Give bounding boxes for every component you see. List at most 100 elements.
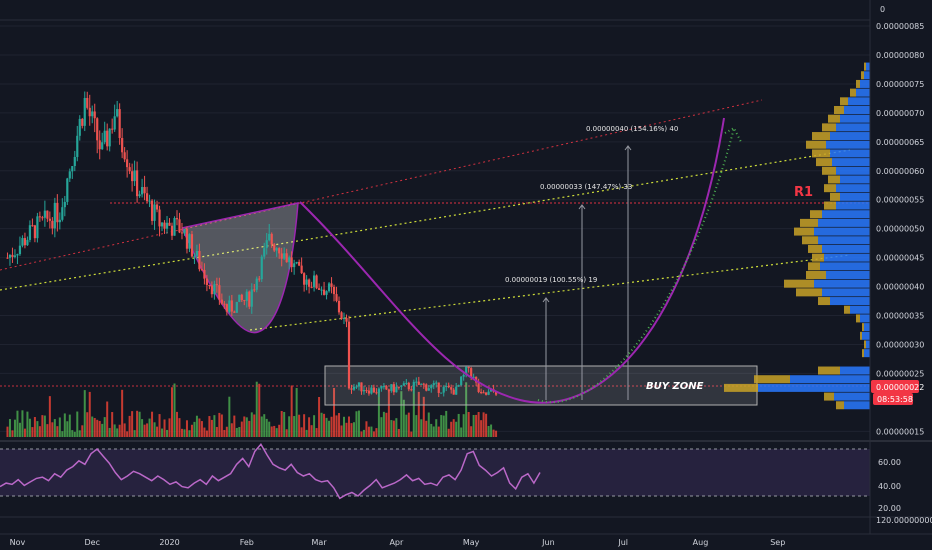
candle-body — [218, 285, 221, 300]
candle-body — [450, 387, 453, 390]
candle-body — [190, 234, 194, 257]
volume-bar — [275, 428, 278, 437]
time-tick-label: Aug — [693, 538, 709, 547]
volume-bar — [265, 418, 268, 437]
price-tick-label: 0.00000040 — [876, 283, 924, 292]
volume-bar — [402, 399, 405, 437]
candle-body — [385, 386, 388, 390]
volume-bar — [153, 422, 156, 437]
volume-profile-bar-secondary — [856, 314, 860, 323]
volume-bar — [11, 430, 14, 437]
volume-profile-bar — [860, 314, 870, 323]
candle-body — [33, 225, 36, 239]
volume-bar — [472, 414, 475, 437]
volume-profile-bar — [866, 62, 870, 71]
candle-body — [332, 286, 336, 295]
volume-profile-bar-secondary — [816, 158, 832, 167]
volume-bar — [352, 422, 355, 437]
candle-body — [258, 278, 261, 280]
volume-bar — [180, 428, 183, 437]
volume-bar — [43, 415, 46, 437]
candle-body — [6, 257, 9, 259]
volume-bar — [303, 414, 306, 437]
volume-bar — [343, 416, 346, 437]
volume-bar — [233, 415, 236, 437]
volume-profile-bar-secondary — [822, 166, 836, 175]
candle-body — [352, 386, 356, 390]
candle-body — [322, 289, 326, 295]
volume-bar — [96, 419, 99, 437]
volume-bar — [168, 418, 171, 437]
volume-bar — [422, 396, 425, 437]
volume-bar — [156, 426, 159, 437]
volume-bar — [487, 426, 490, 437]
candle-body — [412, 381, 415, 390]
volume-bar — [350, 423, 353, 437]
volume-bar — [200, 421, 203, 437]
volume-bar — [123, 423, 126, 437]
volume-bar — [146, 423, 149, 437]
volume-bar — [83, 390, 86, 437]
volume-bar — [93, 418, 96, 437]
countdown-badge — [873, 393, 913, 405]
volume-bar — [362, 429, 365, 437]
volume-bar — [21, 410, 24, 437]
time-axis[interactable]: Nov Dec 2020 Feb Mar Apr May Jun Jul Aug Sep — [10, 538, 786, 547]
price-axis[interactable]: 0 0.00000085 0.00000080 0.00000075 0.0000007… — [876, 5, 924, 436]
volume-bar — [435, 419, 438, 437]
rsi-tick-60: 60.00 — [878, 458, 901, 467]
volume-profile-bar — [826, 271, 870, 279]
candle-body — [195, 250, 199, 256]
volume-bar — [36, 421, 39, 437]
volume-bar — [86, 412, 89, 437]
volume-bar — [485, 413, 488, 437]
volume-bar — [315, 428, 318, 437]
candle-body — [260, 256, 263, 280]
candle-body — [312, 275, 316, 288]
volume-bar — [377, 391, 380, 437]
volume-profile-bar — [836, 166, 870, 175]
volume-bar — [243, 416, 246, 437]
candle-body — [128, 167, 131, 172]
volume-bar — [106, 401, 109, 437]
candle-body — [280, 253, 283, 259]
volume-bar — [445, 410, 448, 437]
candle-body — [208, 284, 211, 286]
volume-bar — [240, 421, 243, 437]
volume-bar — [427, 412, 430, 437]
volume-bar — [91, 416, 94, 437]
candle-body — [472, 376, 475, 378]
candle-body — [320, 289, 323, 291]
candle-body — [31, 225, 34, 227]
volume-bar — [288, 416, 291, 437]
volume-bar — [81, 425, 84, 437]
volume-profile-bar — [864, 323, 870, 332]
volume-bar — [300, 427, 303, 437]
volume-profile-bar-secondary — [754, 375, 790, 384]
volume-bar — [440, 415, 443, 437]
volume-bar — [193, 421, 196, 437]
candle-body — [405, 382, 408, 384]
price-tick-label: 0.00000025 — [876, 369, 924, 378]
volume-bar — [268, 421, 271, 437]
candle-body — [23, 238, 27, 246]
volume-bar — [455, 421, 458, 437]
price-tick-label: 0.00000085 — [876, 22, 924, 31]
volume-bar — [88, 391, 91, 437]
candle-body — [148, 200, 151, 202]
rsi-tick-40: 40.00 — [878, 482, 901, 491]
candle-body — [355, 386, 358, 388]
volume-bar — [345, 422, 348, 437]
candle-body — [387, 389, 390, 391]
volume-profile-bar — [862, 331, 870, 340]
r1-label: R1 — [794, 185, 813, 200]
candle-body — [360, 382, 363, 392]
large-cup-curve — [299, 117, 725, 404]
volume-profile-bar — [826, 140, 870, 149]
volume-profile-bar — [822, 288, 870, 297]
volume-profile-bar-secondary — [808, 244, 822, 253]
time-tick-label: Nov — [10, 538, 26, 547]
volume-bar — [375, 428, 378, 437]
price-tick-label: 0.00000050 — [876, 225, 924, 234]
